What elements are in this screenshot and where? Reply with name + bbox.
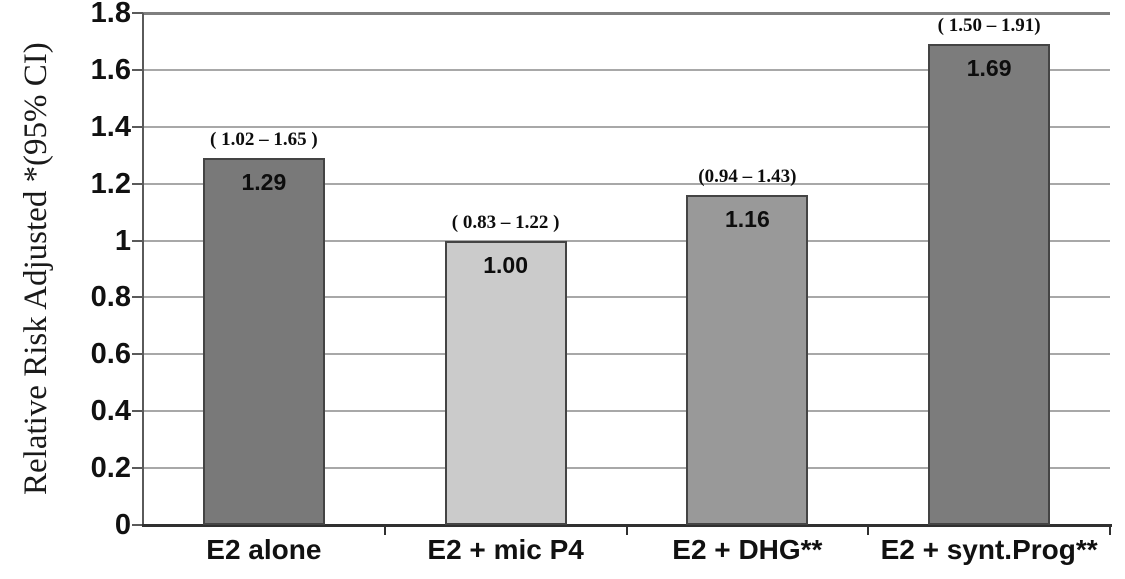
y-axis-tick (132, 353, 143, 356)
x-axis-line (142, 524, 1112, 527)
y-axis-tick-label: 1.8 (90, 0, 131, 29)
gridline (143, 353, 1110, 356)
y-axis-tick-label: 1.2 (90, 167, 131, 200)
x-axis-tick (867, 526, 870, 535)
bar-value-label: 1.69 (966, 55, 1012, 82)
x-axis-tick (383, 526, 386, 535)
bar-e2-alone (202, 158, 325, 525)
bar-ci-label: ( 0.83 – 1.22 ) (451, 211, 560, 233)
y-axis-tick-label: 1 (114, 224, 131, 257)
y-axis-tick (132, 68, 143, 71)
x-axis-tick (1109, 526, 1111, 535)
y-axis-tick-label: 0 (114, 509, 131, 541)
bar-ci-label: (0.94 – 1.43) (698, 166, 797, 188)
gridline (143, 68, 1110, 71)
gridline (143, 410, 1110, 413)
y-axis-tick (132, 296, 143, 299)
y-axis-tick (132, 239, 143, 242)
gridline (143, 239, 1110, 242)
x-axis-category-label: E2 + mic P4 (427, 534, 584, 565)
gridline (143, 182, 1110, 185)
y-axis-tick-label: 0.4 (90, 395, 131, 428)
y-axis-tick-label: 1.6 (90, 53, 131, 86)
y-axis-title: Relative Risk Adjusted * (95% CI) (0, 13, 72, 525)
y-axis-tick (132, 12, 143, 14)
y-axis-tick (132, 410, 143, 413)
y-axis-tick (132, 524, 143, 526)
plot-top-border (142, 12, 1110, 15)
bar-value-label: 1.16 (724, 206, 770, 233)
y-axis-tick (132, 467, 143, 470)
gridline (143, 125, 1110, 128)
y-axis-line (142, 13, 144, 525)
bar-e2-mic-p4 (444, 240, 567, 525)
x-axis-tick (625, 526, 628, 535)
x-axis-category-label: E2 + synt.Prog** (880, 534, 1098, 565)
bar-e2-synt-prog (928, 44, 1051, 525)
x-axis-category-label: E2 + DHG** (672, 534, 823, 565)
bar-ci-label: ( 1.02 – 1.65 ) (210, 129, 318, 151)
x-axis-category-label: E2 alone (206, 534, 322, 565)
bar-e2-dhg (686, 195, 809, 525)
bar-ci-label: ( 1.50 – 1.91) (937, 15, 1041, 37)
y-axis-tick (132, 125, 143, 128)
y-axis-tick-label: 1.4 (90, 110, 131, 143)
bar-value-label: 1.00 (483, 251, 528, 278)
bar-value-label: 1.29 (241, 169, 287, 196)
y-axis-tick-label: 0.8 (90, 281, 131, 314)
gridline (143, 467, 1110, 470)
y-axis-title-line1: Relative Risk Adjusted * (18, 166, 54, 496)
y-axis-tick-label: 0.6 (90, 338, 131, 371)
y-axis-tick (132, 182, 143, 185)
y-axis-tick-label: 0.2 (90, 452, 131, 485)
gridline (143, 296, 1110, 299)
